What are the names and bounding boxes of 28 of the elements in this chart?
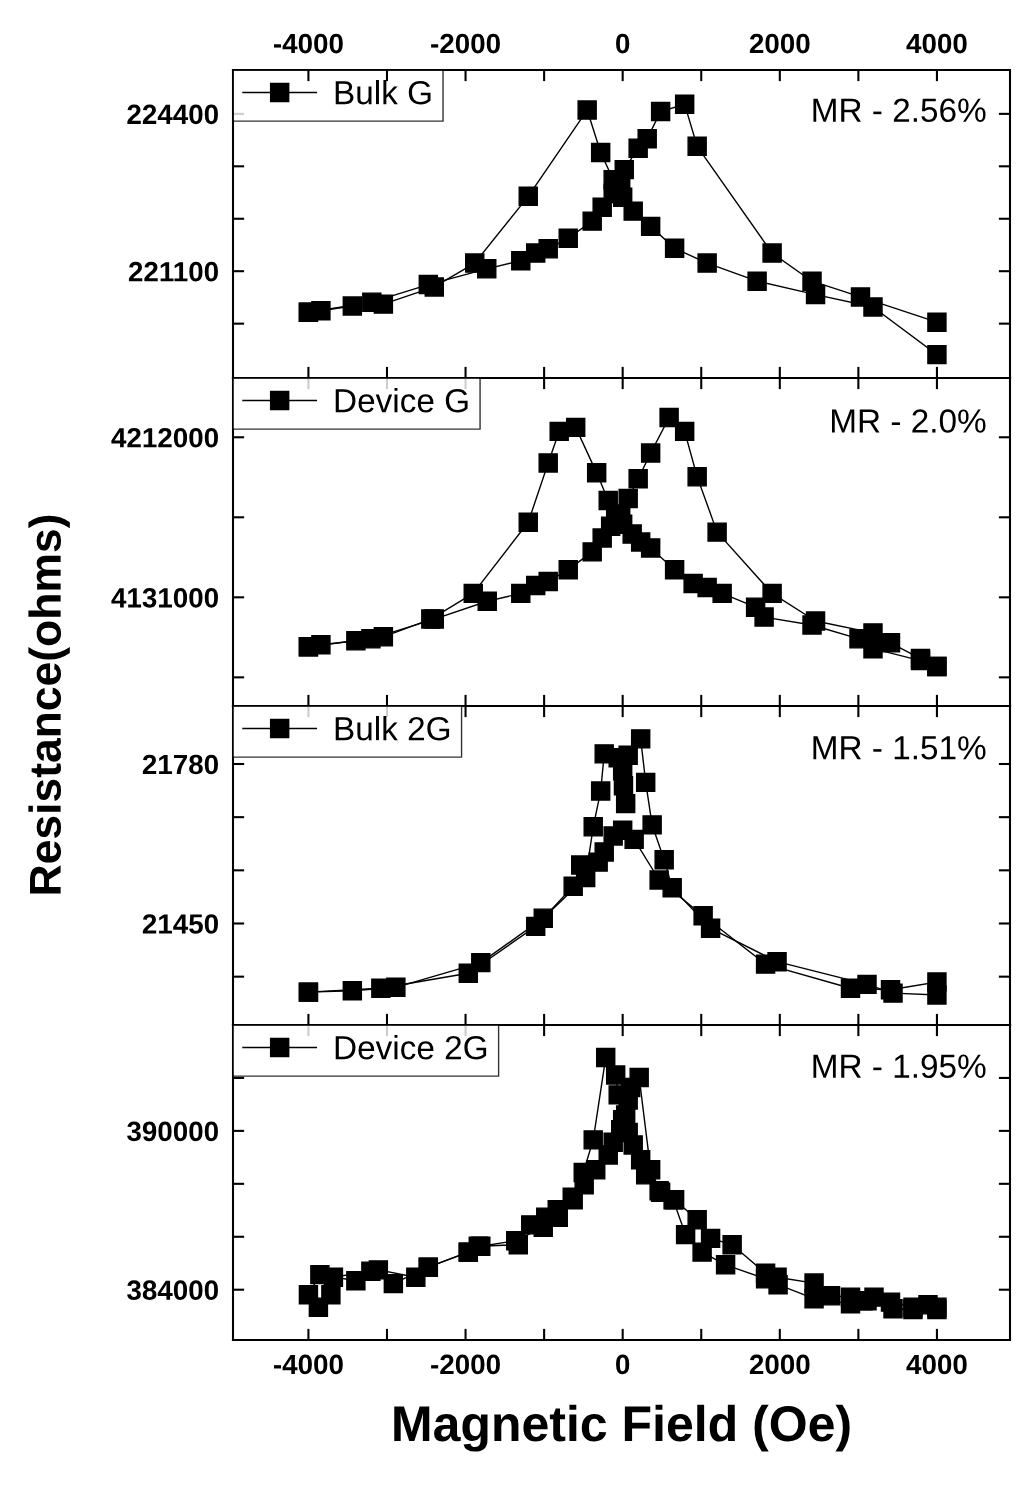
y-tick-label: 390000: [127, 1121, 218, 1142]
x-tick-label: 2000: [749, 1354, 810, 1375]
x2-tick-label: 4000: [906, 33, 967, 54]
y-tick-label: 21780: [142, 754, 218, 775]
y-tick-label: 384000: [127, 1280, 218, 1301]
x2-tick-label: 0: [616, 33, 630, 54]
y-tick-label: 21450: [142, 914, 218, 934]
x-tick-label: 0: [616, 1354, 630, 1375]
y-tick-label: 4131000: [111, 587, 218, 608]
x-tick-label: -4000: [273, 1354, 343, 1375]
x-tick-label: 4000: [906, 1354, 967, 1375]
legend-label: Device G: [335, 388, 468, 413]
x-axis-title: Magnetic Field (Oe): [394, 1404, 850, 1452]
y-tick-label: 4212000: [111, 427, 218, 448]
y-tick-label: 221100: [128, 261, 218, 282]
annotation: MR - 1.95%: [813, 1054, 986, 1079]
legend-label: Device 2G: [335, 1035, 487, 1060]
annotation: MR - 2.0%: [831, 409, 986, 433]
y-axis-title: Resistance(ohms): [28, 515, 70, 894]
annotation: MR - 2.56%: [813, 98, 986, 123]
x-tick-label: -2000: [431, 1354, 500, 1375]
legend-label: Bulk 2G: [335, 716, 450, 741]
x2-tick-label: -4000: [273, 33, 343, 54]
x2-tick-label: -2000: [431, 33, 500, 54]
annotation: MR - 1.51%: [813, 736, 986, 760]
y-tick-label: 224400: [127, 104, 218, 125]
legend-label: Bulk G: [335, 80, 431, 105]
x2-tick-label: 2000: [749, 33, 810, 54]
